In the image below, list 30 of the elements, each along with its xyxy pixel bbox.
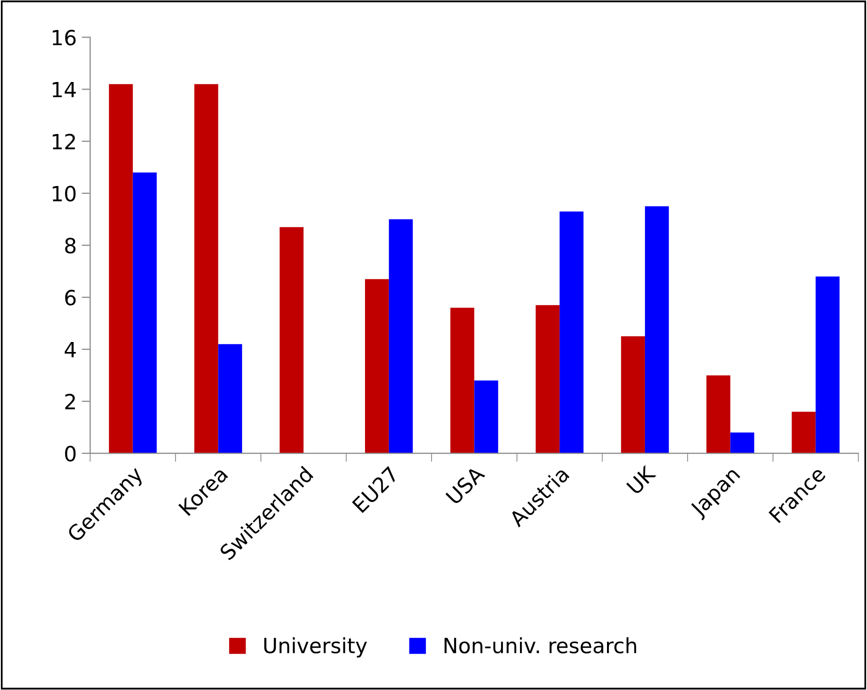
y-tick-label: 16: [52, 30, 76, 46]
y-tick-label: 8: [65, 238, 76, 254]
bar: [536, 305, 560, 454]
y-tick-label: 12: [52, 134, 75, 150]
bar: [706, 375, 730, 454]
bar: [132, 172, 157, 454]
bar: [108, 84, 133, 454]
bar: [792, 412, 816, 454]
bar: [730, 432, 754, 454]
y-tick-label: 6: [65, 290, 76, 306]
bar: [474, 380, 498, 454]
y-tick-label: 14: [52, 82, 76, 98]
bar: [450, 308, 474, 454]
bar: [388, 219, 413, 454]
y-tick-label: 2: [65, 394, 75, 410]
bar: [365, 279, 389, 454]
bar: [644, 206, 669, 454]
x-tick-label: USA: [445, 464, 486, 506]
legend-label: University: [264, 637, 367, 658]
y-tick-label: 4: [64, 342, 76, 358]
legend-label: Non-univ. research: [444, 637, 636, 654]
x-tick-label: UK: [626, 464, 657, 496]
y-tick-label: 10: [52, 186, 76, 202]
bar: [816, 276, 840, 454]
y-tick-label: 0: [65, 446, 76, 462]
bar: [621, 336, 645, 454]
bar: [218, 344, 242, 454]
bar: [560, 211, 584, 454]
bar: [194, 84, 218, 454]
bar: [280, 227, 304, 454]
